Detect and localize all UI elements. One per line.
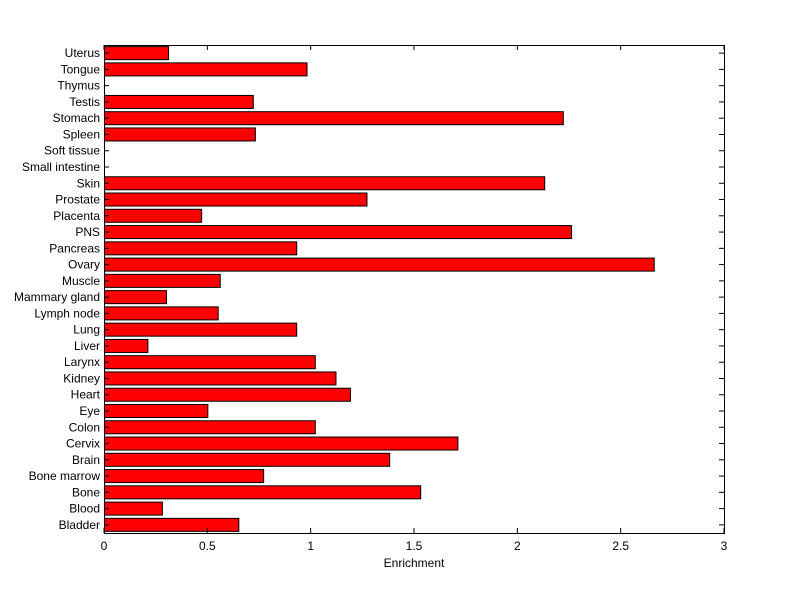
bar-pancreas (104, 241, 298, 256)
bar-bladder (104, 517, 240, 532)
category-label: Larynx (64, 355, 100, 369)
bar-prostate (104, 192, 368, 207)
bar-skin (104, 176, 546, 191)
x-tick-labels-group: 0 0.5 1 1.5 2 2.5 3 (101, 539, 728, 553)
category-label: Liver (74, 339, 100, 353)
bar-heart (104, 387, 351, 402)
x-tick-label: 0.5 (199, 539, 216, 553)
bar-testis (104, 94, 254, 109)
bar-bone (104, 485, 422, 500)
bar-kidney (104, 371, 337, 386)
bar-blood (104, 501, 163, 516)
category-label: Uterus (65, 46, 100, 60)
category-labels-group: Bladder Blood Bone Bone marrow Brain Cervix Co… (14, 46, 101, 532)
bar-muscle (104, 273, 221, 288)
category-label: Colon (69, 420, 100, 434)
category-label: Bone marrow (29, 469, 101, 483)
category-label: Muscle (62, 274, 100, 288)
category-label: Soft tissue (44, 144, 100, 158)
category-label: Small intestine (22, 160, 100, 174)
category-label: PNS (75, 225, 100, 239)
category-label: Heart (71, 388, 101, 402)
x-axis-label: Enrichment (384, 556, 445, 570)
category-label: Thymus (57, 79, 100, 93)
category-label: Kidney (63, 371, 100, 385)
category-label: Pancreas (49, 241, 100, 255)
category-label: Skin (77, 176, 100, 190)
category-label: Bone (72, 485, 100, 499)
category-label: Tongue (61, 62, 101, 76)
x-tick-label: 2.5 (612, 539, 629, 553)
category-label: Placenta (53, 209, 100, 223)
bars-group (104, 46, 655, 532)
category-label: Cervix (66, 437, 100, 451)
bar-uterus (104, 46, 170, 61)
bar-liver (104, 338, 149, 353)
category-label: Spleen (63, 127, 100, 141)
x-tick-label: 2 (514, 539, 521, 553)
category-label: Ovary (68, 258, 100, 272)
bar-colon (104, 420, 316, 435)
bar-mammary-gland (104, 290, 167, 305)
x-tick-label: 1.5 (406, 539, 423, 553)
bar-eye (104, 403, 209, 418)
category-label: Stomach (53, 111, 100, 125)
category-label: Lung (73, 323, 100, 337)
category-label: Mammary gland (14, 290, 100, 304)
bar-brain (104, 452, 391, 467)
bar-larynx (104, 355, 316, 370)
bar-bone-marrow (104, 469, 265, 484)
category-label: Bladder (59, 518, 100, 532)
x-tick-label: 0 (101, 539, 108, 553)
category-label: Eye (79, 404, 100, 418)
category-label: Brain (72, 453, 100, 467)
plot-frame (104, 45, 725, 534)
bar-ovary (104, 257, 655, 272)
category-label: Prostate (55, 193, 100, 207)
bar-lung (104, 322, 298, 337)
bar-cervix (104, 436, 459, 451)
x-tick-label: 1 (307, 539, 314, 553)
bar-placenta (104, 208, 203, 223)
category-label: Testis (69, 95, 100, 109)
bar-stomach (104, 111, 564, 126)
bar-lymph-node (104, 306, 219, 321)
category-label: Blood (69, 502, 100, 516)
x-tick-label: 3 (721, 539, 728, 553)
category-label: Lymph node (34, 306, 100, 320)
bar-spleen (104, 127, 256, 142)
bar-tongue (104, 62, 308, 77)
bar-pns (104, 225, 573, 240)
